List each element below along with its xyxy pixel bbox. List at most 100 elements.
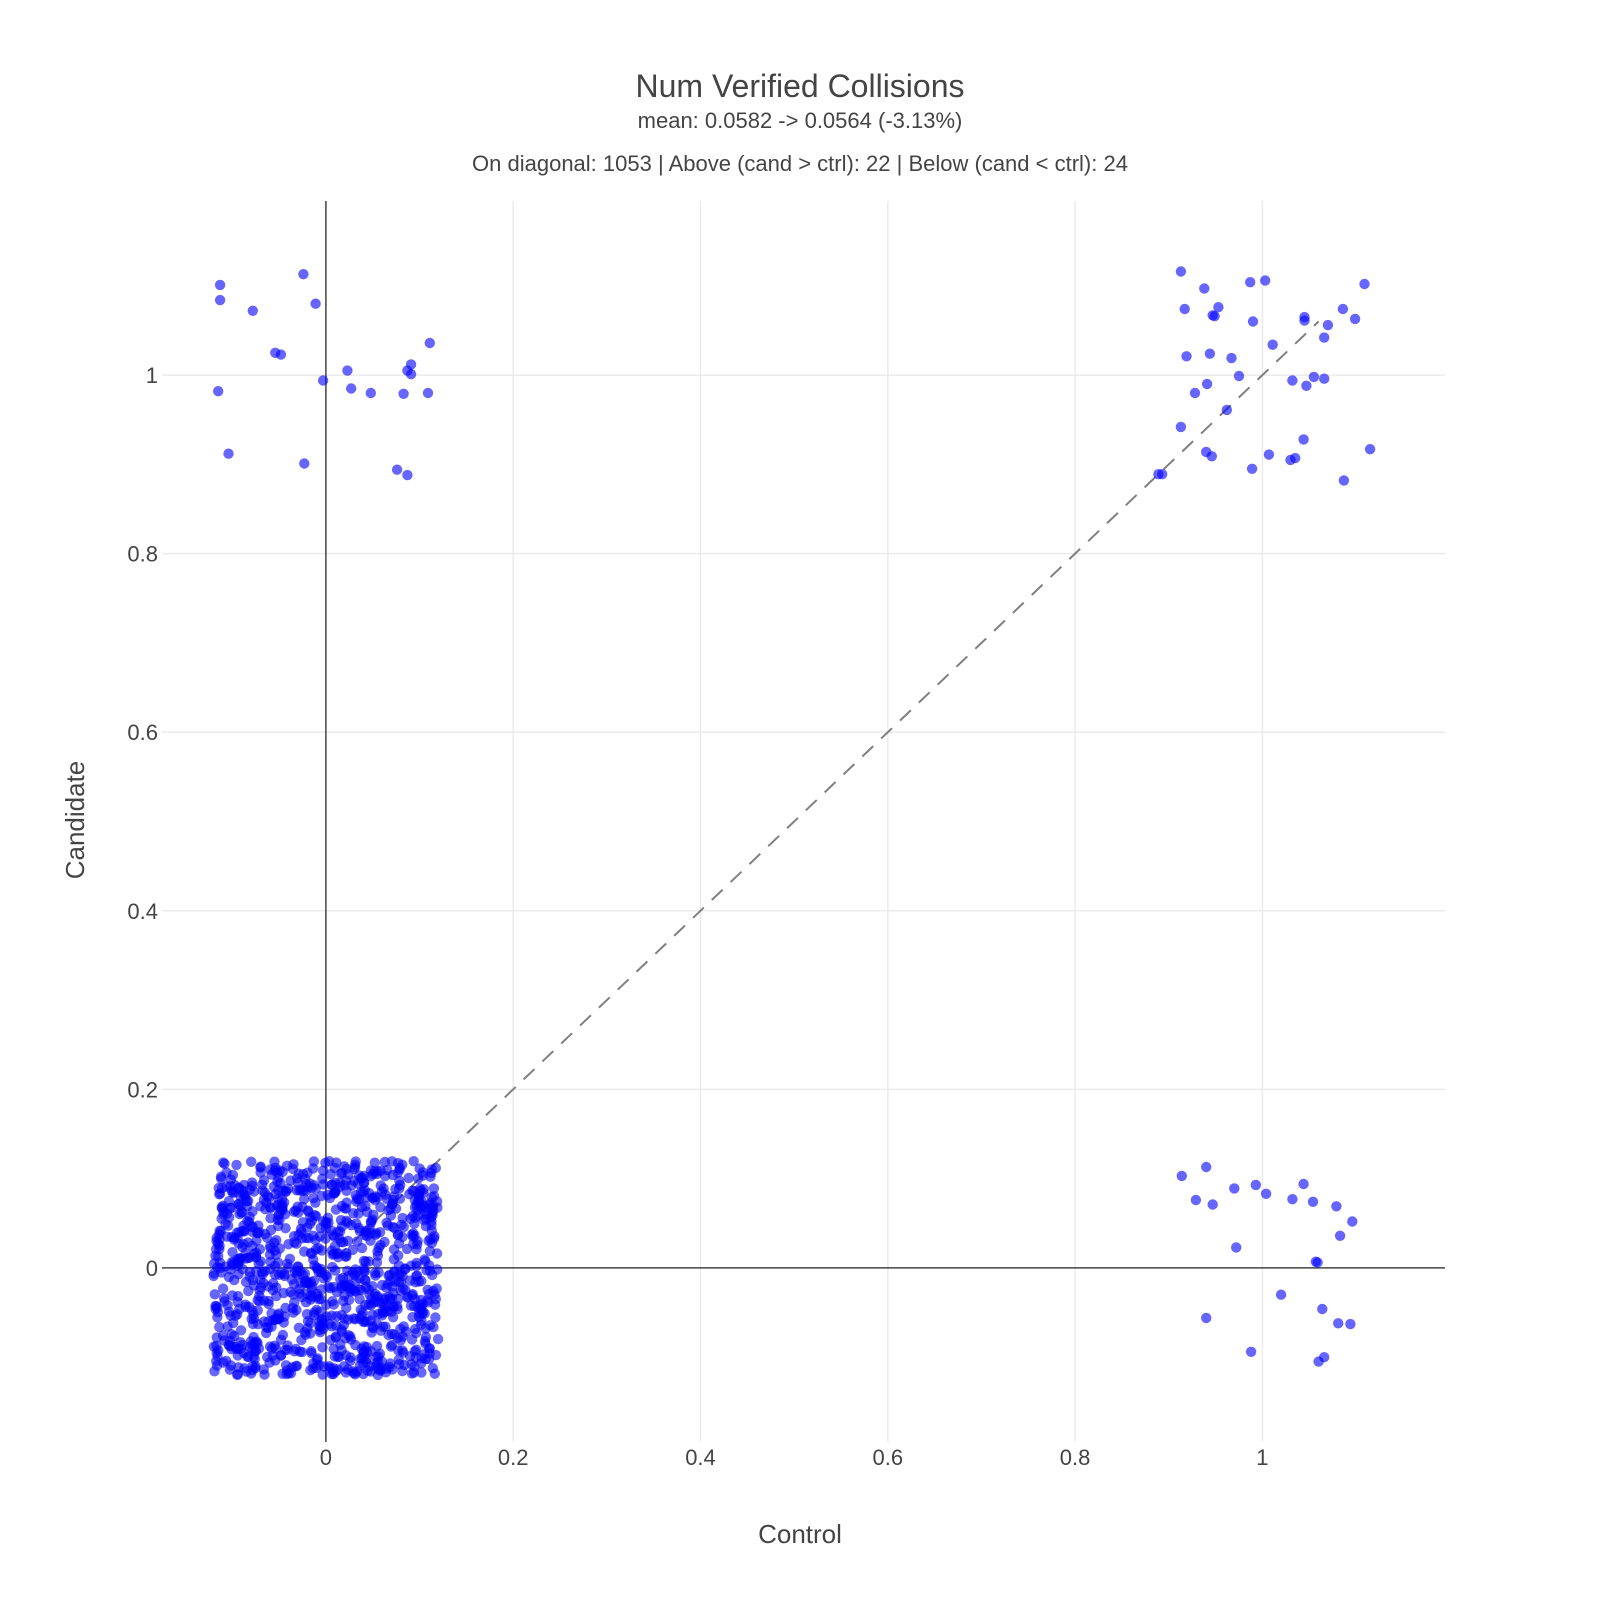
data-point [402,469,413,481]
data-point [1231,1242,1242,1253]
data-point [376,1186,388,1198]
data-point [409,1218,420,1229]
data-point [368,1209,379,1221]
data-point [411,1257,422,1269]
data-point [429,1368,440,1379]
data-point [346,1180,357,1191]
data-point [327,1249,338,1260]
data-point [411,1244,422,1255]
data-point [408,1228,419,1239]
data-point [329,1187,341,1198]
x-tick-label: 0.2 [498,1445,529,1470]
data-point [381,1282,392,1294]
data-point [228,1187,240,1198]
data-point [342,365,353,376]
data-point [219,1293,230,1304]
data-point [417,1306,429,1318]
data-point [258,1295,270,1306]
data-point [420,1331,432,1343]
data-point [386,1339,398,1351]
data-point [317,1369,328,1380]
data-point [420,1221,432,1232]
data-point [232,1369,243,1380]
data-point [1317,1303,1328,1315]
data-point [416,1367,427,1378]
data-point [369,1157,380,1168]
data-point [1179,303,1190,315]
x-tick-label: 0.4 [685,1445,716,1470]
data-point [405,1300,417,1311]
y-axis-title: Candidate [60,761,90,880]
data-point [217,1200,229,1212]
data-point [397,1212,408,1224]
data-point [1190,1194,1202,1206]
data-point [338,1237,349,1248]
data-point [1245,277,1256,288]
data-point [1312,1257,1323,1268]
data-point [356,1242,368,1254]
data-point [370,1288,381,1300]
data-point [267,1284,279,1296]
points-layer [208,266,1376,1381]
data-point [393,1260,405,1271]
data-point [246,1156,257,1168]
data-point [387,1221,399,1233]
data-point [209,1366,220,1377]
data-point [293,1207,304,1218]
data-point [248,1351,259,1362]
data-point [220,1261,231,1272]
data-point [232,1296,243,1308]
data-point [257,1179,268,1190]
data-point [252,1305,263,1316]
data-point [339,1313,350,1324]
data-point [375,1202,386,1213]
data-point [223,448,234,459]
data-point [371,1340,383,1352]
data-point [224,1335,236,1347]
data-point [1313,1356,1324,1367]
data-point [291,1238,302,1249]
data-point [243,1216,255,1228]
data-point [244,1252,255,1263]
data-point [387,1364,398,1375]
data-point [223,1220,234,1231]
data-point [412,1235,423,1247]
data-point [293,1168,304,1179]
data-point [408,1185,419,1197]
data-point [1359,278,1370,290]
data-point [383,1270,394,1281]
data-point [212,1262,223,1273]
data-point [375,1362,386,1373]
data-point [1267,339,1278,350]
y-tick-label: 0.8 [127,542,158,567]
data-point [224,1364,236,1375]
data-point [259,1369,270,1380]
data-point [214,279,226,291]
data-point [297,1185,309,1197]
data-point [329,1351,341,1362]
data-point [212,1307,224,1318]
data-point [290,1361,302,1372]
data-point [308,1180,320,1191]
data-point [277,1329,289,1341]
data-point [255,1274,266,1286]
data-point [409,1361,420,1372]
data-point [275,1350,287,1361]
data-point [209,1289,220,1300]
y-tick-label: 0 [146,1256,158,1281]
data-point [323,1281,334,1292]
data-point [1181,351,1192,362]
data-point [363,1256,375,1267]
data-point [340,1280,351,1291]
data-point [367,1309,378,1321]
data-point [283,1262,294,1273]
data-point [1199,283,1210,294]
data-point [408,1156,419,1167]
data-point [422,387,434,399]
data-point [255,1167,266,1178]
data-point [1176,1170,1188,1182]
data-point [299,1193,310,1205]
data-point [1299,315,1310,326]
data-point [306,1347,317,1359]
data-point [1201,378,1213,390]
